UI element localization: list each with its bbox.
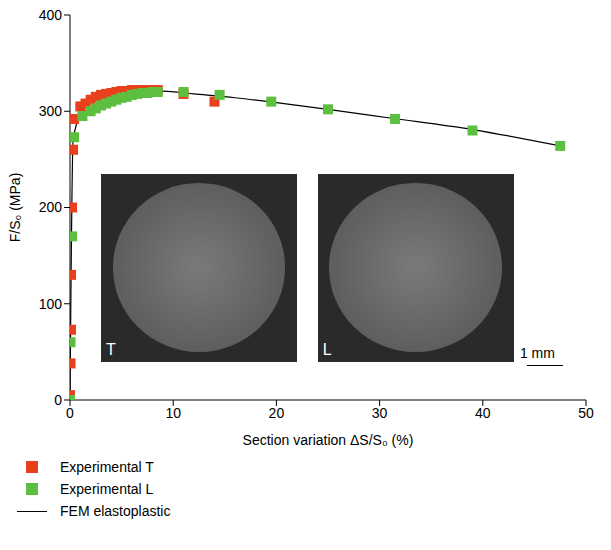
svg-text:F/S₀ (MPa): F/S₀ (MPa) <box>7 173 23 243</box>
html-text:FEM elastoplastic: FEM elastoplastic <box>60 503 171 519</box>
svg-text:10: 10 <box>165 405 181 421</box>
svg-text:400: 400 <box>39 7 63 23</box>
svg-text:0: 0 <box>66 405 74 421</box>
html-text:T: T <box>106 340 116 358</box>
html-text:1 mm: 1 mm <box>519 345 555 362</box>
html-text:L: L <box>322 340 332 358</box>
html-text:Experimental L: Experimental L <box>60 481 154 497</box>
svg-text:40: 40 <box>475 405 491 421</box>
svg-text:200: 200 <box>39 199 63 215</box>
svg-text:0: 0 <box>54 392 62 408</box>
svg-text:100: 100 <box>39 296 63 312</box>
svg-text:Section variation ΔS/S₀ (%): Section variation ΔS/S₀ (%) <box>243 432 414 448</box>
svg-text:300: 300 <box>39 103 63 119</box>
svg-text:50: 50 <box>578 405 594 421</box>
html-text:Experimental T: Experimental T <box>60 459 154 475</box>
svg-text:30: 30 <box>372 405 388 421</box>
svg-text:20: 20 <box>269 405 285 421</box>
